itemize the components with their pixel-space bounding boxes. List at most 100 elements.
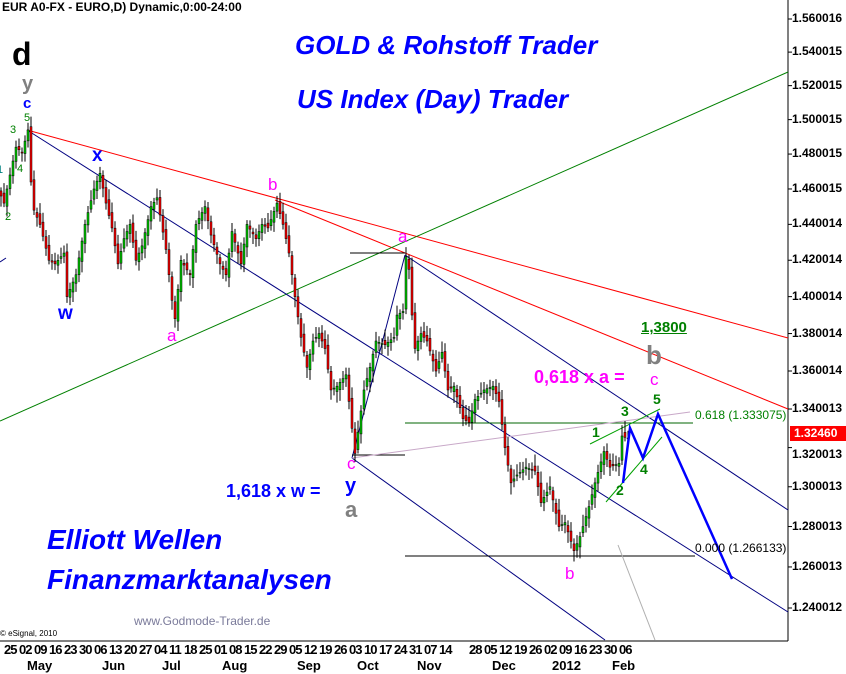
candle-body — [611, 463, 615, 467]
candle-body — [293, 277, 297, 297]
day-tick-label: 31 — [409, 642, 423, 657]
price-tick-label: 1.320013 — [792, 446, 843, 461]
price-tick-label: 1.360014 — [792, 363, 843, 377]
day-tick-label: 26 — [334, 642, 348, 657]
candle-body — [488, 387, 492, 389]
candle-body — [413, 312, 417, 349]
candle-body — [362, 389, 366, 410]
wave-num-4: 4 — [640, 461, 648, 477]
day-tick-label: 18 — [184, 642, 198, 657]
candle-body — [317, 333, 321, 339]
price-tick-label: 1.520015 — [792, 77, 843, 92]
price-tick-label: 1.260013 — [792, 558, 843, 573]
wave-label-b-gray: b — [646, 340, 662, 370]
candle-body — [377, 342, 381, 344]
day-tick-label: 01 — [214, 642, 228, 657]
candle-body — [575, 543, 579, 551]
candle-body — [215, 246, 219, 255]
day-tick-label: 06 — [619, 642, 633, 657]
candle-body — [176, 289, 180, 322]
day-tick-label: 27 — [139, 642, 153, 657]
price-tick-label: 1.300013 — [792, 478, 843, 493]
candle-body — [356, 431, 360, 450]
candle-body — [200, 212, 204, 221]
candle-body — [464, 415, 468, 421]
candle-body — [350, 397, 354, 429]
month-tick-label: Nov — [417, 658, 442, 673]
candle-body — [227, 252, 231, 278]
fib-000-label: 0.000 (1.266133) — [695, 541, 787, 555]
projection-path — [621, 410, 734, 580]
candle-body — [206, 207, 210, 222]
candle-body — [263, 224, 267, 227]
candle-body — [221, 265, 225, 270]
candle-body — [563, 522, 567, 526]
candle-body — [365, 378, 369, 387]
candle-body — [218, 257, 222, 265]
candle-body — [140, 245, 144, 254]
candle-body — [116, 243, 120, 265]
candle-body — [605, 451, 609, 460]
candle-body — [173, 301, 177, 319]
website-link[interactable]: www.Godmode-Trader.de — [134, 614, 271, 628]
candle-body — [518, 472, 522, 474]
candle-body — [320, 332, 324, 342]
candle-body — [53, 260, 57, 265]
title-gold: GOLD & Rohstoff Trader — [295, 30, 598, 60]
candle-body — [62, 252, 66, 257]
candle-body — [146, 219, 150, 236]
candle-body — [434, 359, 438, 372]
price-tick-label: 1.560016 — [792, 11, 843, 25]
candle-body — [203, 206, 207, 214]
price-tick-label: 1.280013 — [792, 518, 843, 533]
candle-body — [533, 465, 537, 472]
candle-body — [305, 355, 309, 368]
candle-body — [11, 160, 15, 177]
candle-body — [497, 391, 501, 402]
month-tick-label: May — [27, 658, 53, 673]
candle-body — [428, 338, 432, 352]
candle-body — [401, 311, 405, 313]
candle-body — [449, 386, 453, 389]
blue-channel-lower — [351, 457, 606, 641]
candle-body — [188, 273, 192, 276]
candle-body — [80, 240, 84, 262]
candle-body — [137, 252, 141, 263]
candle-body — [332, 387, 336, 390]
candle-body — [617, 462, 621, 467]
day-tick-label: 16 — [49, 642, 63, 657]
candle-body — [593, 482, 597, 498]
red-trendline-upper — [26, 129, 789, 339]
wave-label-1: 1 — [0, 164, 4, 176]
candle-body — [404, 256, 408, 310]
candle-body — [95, 180, 99, 191]
candle-body — [530, 469, 534, 471]
wave-label-c: c — [23, 95, 32, 112]
candle-body — [443, 351, 447, 372]
day-tick-label: 13 — [109, 642, 123, 657]
candle-body — [584, 516, 588, 526]
day-tick-label: 05 — [484, 642, 498, 657]
wave-label-4: 4 — [17, 163, 24, 175]
last-price-tag: 1.32460 — [790, 426, 846, 441]
day-tick-label: 15 — [244, 642, 258, 657]
candle-body — [527, 468, 531, 470]
candle-body — [521, 469, 525, 473]
candle-body — [242, 243, 246, 265]
candle-body — [89, 200, 93, 210]
candle-body — [485, 388, 489, 394]
candle-body — [185, 262, 189, 271]
candle-body — [122, 238, 126, 249]
symbol-header: EUR A0-FX - EURO,D) Dynamic,0:00-24:00 — [2, 0, 242, 14]
month-tick-label: Aug — [222, 658, 248, 673]
day-tick-label: 24 — [394, 642, 408, 657]
candle-body — [284, 222, 288, 239]
candle-body — [59, 256, 63, 259]
candle-body — [5, 188, 9, 207]
green-trendline — [0, 71, 789, 422]
candle-body — [347, 374, 351, 402]
price-tick-label: 1.440014 — [792, 216, 843, 231]
candle-body — [155, 197, 159, 201]
copyright: © eSignal, 2010 — [0, 629, 58, 638]
candle-body — [311, 340, 315, 355]
